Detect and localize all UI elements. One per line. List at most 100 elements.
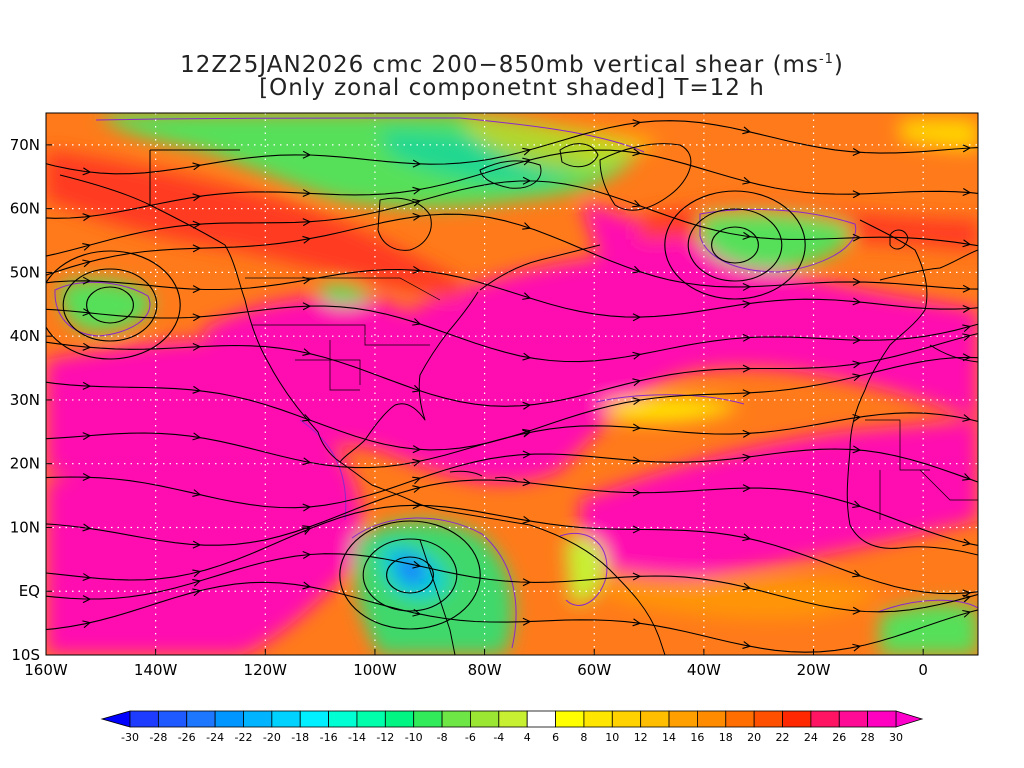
- streamline: [46, 412, 978, 469]
- streamline-arrowhead: [522, 617, 532, 626]
- x-tick-label: 20W: [797, 661, 831, 679]
- y-tick-label: 10N: [10, 518, 40, 536]
- x-tick-label: 0: [918, 661, 928, 679]
- streamline-arrowhead: [962, 305, 972, 313]
- streamline-arrowhead: [302, 581, 312, 590]
- streamline: [46, 149, 978, 219]
- streamline-arrowhead: [192, 385, 202, 394]
- streamline: [46, 305, 978, 363]
- colorbar-swatch: [611, 710, 642, 728]
- shear-field-shading: [46, 113, 978, 655]
- streamline-arrowhead: [962, 144, 972, 153]
- streamline-arrowhead: [82, 243, 92, 251]
- colorbar: -30 -28 -26 -24 -22 -20 -18 -16 -14 -12 -10 -8 -6 -4 4…: [100, 710, 924, 744]
- colorbar-label: -24: [206, 731, 224, 744]
- streamline-arrowhead: [302, 414, 312, 422]
- streamline-arrowhead: [632, 378, 642, 387]
- streamline-arrowhead: [82, 381, 92, 390]
- x-tick-label: 100W: [353, 661, 397, 679]
- colorbar-label: 30: [889, 731, 903, 744]
- colorbar-label: -16: [320, 731, 338, 744]
- streamline-arrowhead: [522, 429, 532, 438]
- colorbar-label: -14: [348, 731, 366, 744]
- streamline-arrowhead: [302, 235, 312, 244]
- streamline-arrowhead: [82, 595, 92, 604]
- y-tick-label: 30N: [10, 391, 40, 409]
- streamline-arrowhead: [852, 233, 862, 242]
- streamline-arrowhead: [632, 572, 642, 581]
- colorbar-swatch: [782, 710, 812, 728]
- streamline-arrowhead: [632, 397, 642, 406]
- streamline-arrowhead: [192, 569, 202, 578]
- streamline: [46, 268, 978, 318]
- colorbar-swatch: [810, 710, 840, 728]
- colorbar-swatch: [243, 710, 273, 728]
- streamline-arrowhead: [742, 176, 752, 185]
- streamline-arrowhead: [962, 414, 972, 422]
- y-tick-label: EQ: [19, 582, 40, 600]
- colorbar-label: 16: [690, 731, 704, 744]
- colorbar-label: -10: [405, 731, 423, 744]
- streamline: [46, 448, 978, 509]
- colorbar-swatch: [838, 710, 869, 728]
- colorbar-label: -18: [291, 731, 309, 744]
- streamline-arrowhead: [302, 276, 312, 285]
- streamline-arrowhead: [632, 119, 642, 128]
- colorbar-label: -28: [149, 731, 167, 744]
- streamline: [46, 504, 978, 595]
- streamlines: [46, 119, 978, 653]
- y-tick-label: 50N: [10, 263, 40, 281]
- streamline-arrowhead: [632, 351, 642, 360]
- streamline-arrowhead: [192, 579, 202, 587]
- colorbar-label: 10: [605, 731, 619, 744]
- circulation-streamline: [711, 226, 759, 264]
- streamline-arrowhead: [192, 244, 202, 253]
- streamline-arrowhead: [522, 428, 532, 437]
- streamline-arrowhead: [302, 150, 312, 159]
- circulation-streamline: [339, 520, 481, 630]
- streamline-arrowhead: [962, 473, 972, 481]
- streamline-arrowhead: [192, 193, 202, 202]
- x-tick-label: 80W: [468, 661, 502, 679]
- streamline: [46, 120, 978, 175]
- streamline-arrowhead: [302, 348, 312, 357]
- streamline-arrowhead: [82, 342, 92, 351]
- colorbar-label: 12: [634, 731, 648, 744]
- colorbar-swatch: [356, 710, 386, 728]
- streamline-arrowhead: [192, 342, 202, 351]
- colorbar-swatch: [555, 710, 585, 728]
- colorbar-label: -12: [376, 731, 394, 744]
- y-axis: 70N 60N 50N 40N 30N 20N 10N EQ 10S: [10, 136, 52, 664]
- streamline-arrowhead: [412, 476, 422, 485]
- streamline: [46, 553, 978, 613]
- colorbar-high-end: [895, 710, 924, 728]
- colorbar-swatch: [129, 710, 159, 728]
- streamline-arrowhead: [412, 445, 422, 454]
- streamline-arrowhead: [852, 297, 862, 306]
- colorbar-swatch: [214, 710, 244, 728]
- colorbar-swatch: [753, 710, 783, 728]
- streamline-arrowhead: [522, 401, 532, 410]
- streamline-arrowhead: [412, 212, 422, 221]
- colorbar-swatch: [384, 710, 415, 728]
- colorbar-swatch: [867, 710, 897, 728]
- streamline: [46, 180, 978, 257]
- colorbar-swatch: [413, 710, 443, 728]
- plot-frame: [45, 112, 979, 656]
- colorbar-swatch: [668, 710, 698, 728]
- colorbar-label: 18: [719, 731, 733, 744]
- streamline-arrowhead: [522, 515, 532, 524]
- x-tick-label: 160W: [24, 661, 68, 679]
- colorbar-swatch: [157, 710, 188, 728]
- y-tick-label: 60N: [10, 200, 40, 218]
- circulation-streamline: [664, 190, 806, 300]
- colorbar-swatch: [498, 710, 528, 728]
- streamline-arrowhead: [632, 313, 642, 322]
- streamline-arrowhead: [302, 189, 312, 198]
- streamline-arrowhead: [412, 186, 422, 195]
- streamline-arrowhead: [412, 265, 422, 274]
- streamline-arrowhead: [302, 302, 312, 311]
- map-title-line-2: [Only zonal componetnt shaded] T=12 h: [259, 75, 765, 101]
- colorbar-label: -22: [235, 731, 253, 744]
